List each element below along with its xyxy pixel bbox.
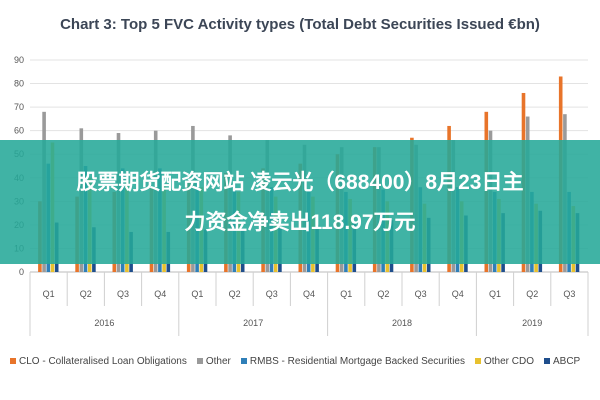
legend-swatch [474,358,481,364]
year-group-label: 2019 [522,318,542,328]
legend-swatch [10,358,16,364]
x-tick-label: Q1 [489,289,501,299]
legend-label: Other [205,355,231,367]
x-tick-label: Q1 [191,289,203,299]
y-tick-label: 60 [14,126,24,136]
year-group-label: 2016 [94,318,114,328]
x-tick-label: Q3 [266,289,278,299]
y-tick-label: 80 [14,79,24,89]
y-tick-label: 90 [14,55,24,65]
y-tick-label: 70 [14,102,24,112]
x-tick-label: Q3 [563,289,575,299]
x-tick-label: Q3 [117,289,129,299]
legend-item: CLO - Collateralised Loan Obligations [10,356,187,367]
legend-item: Other CDO [474,355,534,367]
year-group-label: 2017 [243,318,263,328]
x-tick-label: Q4 [452,289,464,299]
x-tick-label: Q2 [229,289,241,299]
x-tick-label: Q4 [154,289,166,299]
legend-label: CLO - Collateralised Loan Obligations [19,355,187,367]
chart-legend: CLO - Collateralised Loan Obligations Oth… [10,352,590,370]
x-tick-label: Q1 [43,289,55,299]
x-tick-label: Q4 [303,289,315,299]
x-tick-label: Q1 [340,289,352,299]
x-tick-label: Q2 [526,289,538,299]
x-tick-label: Q2 [80,289,92,299]
y-tick-label: 0 [19,267,24,277]
banner-text-line2: 力资金净卖出118.97万元 [184,211,416,234]
legend-label: ABCP [553,355,581,367]
x-tick-label: Q2 [377,289,389,299]
legend-item: RMBS - Residential Mortgage Backed Secur… [240,355,465,367]
x-tick-label: Q3 [415,289,427,299]
banner-text-line1: 股票期货配资网站 凌云光（688400）8月23日主 [76,171,524,194]
year-group-label: 2018 [392,318,412,328]
legend-swatch [196,358,203,364]
legend-label: Other CDO [483,355,534,367]
legend-label: RMBS - Residential Mortgage Backed Secur… [249,355,465,367]
legend-swatch [240,358,247,364]
legend-item: ABCP [544,356,580,367]
legend-swatch [544,358,550,364]
chart-title: Chart 3: Top 5 FVC Activity types (Total… [60,16,540,33]
overlay-banner: 股票期货配资网站 凌云光（688400）8月23日主 力资金净卖出118.97万… [0,140,600,264]
legend-item: Other [196,355,231,367]
